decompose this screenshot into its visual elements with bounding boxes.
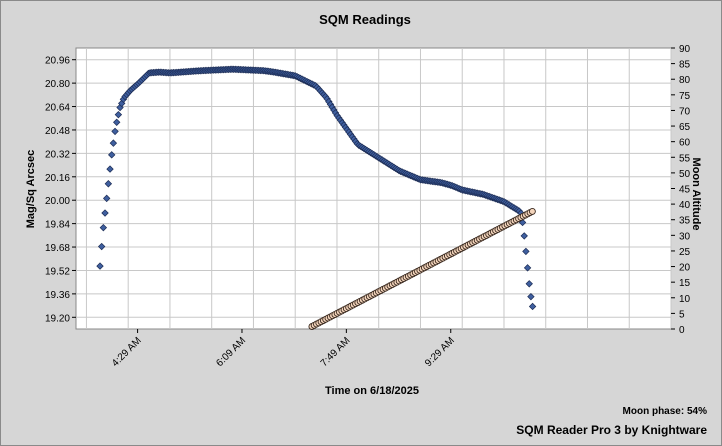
y-tick-label: 20.80: [45, 79, 70, 90]
y-tick-label: 20.64: [45, 103, 70, 114]
x-tick-label: 7:49 AM: [319, 335, 353, 369]
sqm-point: [523, 264, 532, 272]
y2-tick-label: 0: [679, 325, 685, 336]
sqm-point: [522, 247, 530, 256]
x-tick-label: 4:29 AM: [110, 335, 144, 369]
y2-tick-label: 15: [679, 278, 691, 289]
y-tick-label: 20.48: [45, 126, 70, 137]
y2-tick-label: 10: [679, 294, 691, 305]
x-axis-label: Time on 6/18/2025: [325, 385, 419, 397]
y2-tick-label: 25: [679, 247, 691, 258]
grid-lines: [76, 48, 672, 329]
sqm-point: [102, 194, 111, 203]
sqm-point: [99, 223, 108, 232]
sqm-point: [101, 209, 109, 217]
y2-tick-label: 35: [679, 216, 691, 227]
sqm-point: [111, 127, 119, 136]
y2-tick-label: 75: [679, 91, 691, 102]
chart-title: SQM Readings: [319, 12, 411, 27]
y-tick-label: 19.36: [45, 290, 70, 301]
y2-tick-label: 70: [679, 106, 691, 117]
sqm-point: [527, 292, 535, 301]
sqm-point: [528, 302, 537, 311]
y2-tick-label: 5: [679, 309, 685, 320]
y2-tick-label: 60: [679, 138, 691, 149]
y2-axis-label: Moon Altitude: [690, 158, 702, 231]
sqm-point: [97, 242, 106, 251]
y2-tick-label: 90: [679, 44, 691, 55]
y2-tick-label: 40: [679, 200, 691, 211]
y-tick-label: 19.52: [45, 266, 70, 277]
y2-tick-label: 80: [679, 75, 691, 86]
sqm-point: [520, 232, 528, 240]
y2-tick-label: 50: [679, 169, 691, 180]
x-tick-label: 9:29 AM: [423, 335, 457, 369]
sqm-point: [96, 262, 104, 270]
y-tick-label: 20.96: [45, 56, 70, 67]
y2-tick-label: 45: [679, 185, 691, 196]
y2-tick-label: 30: [679, 231, 691, 242]
plot-area: [75, 47, 672, 330]
credit-label: SQM Reader Pro 3 by Knightware: [516, 423, 707, 437]
y-tick-label: 19.68: [45, 243, 70, 254]
sqm-point: [113, 118, 121, 126]
sqm-point: [109, 139, 118, 147]
y-tick-label: 20.32: [45, 149, 70, 160]
y2-tick-label: 55: [679, 153, 691, 164]
sqm-point: [108, 151, 116, 159]
sqm-point: [114, 110, 123, 119]
sqm-point: [106, 165, 114, 173]
y-tick-label: 20.16: [45, 173, 70, 184]
y2-tick-label: 85: [679, 60, 691, 71]
y-axis-label: Mag/Sq Arcsec: [25, 150, 37, 228]
x-tick-label: 6:09 AM: [214, 335, 248, 369]
y2-tick-label: 65: [679, 122, 691, 133]
series-moon: [308, 207, 536, 330]
moon-phase-label: Moon phase: 54%: [623, 406, 708, 417]
y-tick-label: 19.20: [45, 313, 70, 324]
sqm-point: [525, 280, 533, 288]
moon-point: [528, 207, 536, 215]
y2-tick-label: 20: [679, 263, 691, 274]
sqm-point: [104, 180, 113, 188]
y-tick-label: 19.84: [45, 220, 70, 231]
y-tick-label: 20.00: [45, 196, 70, 207]
series-sqm: [96, 65, 537, 311]
